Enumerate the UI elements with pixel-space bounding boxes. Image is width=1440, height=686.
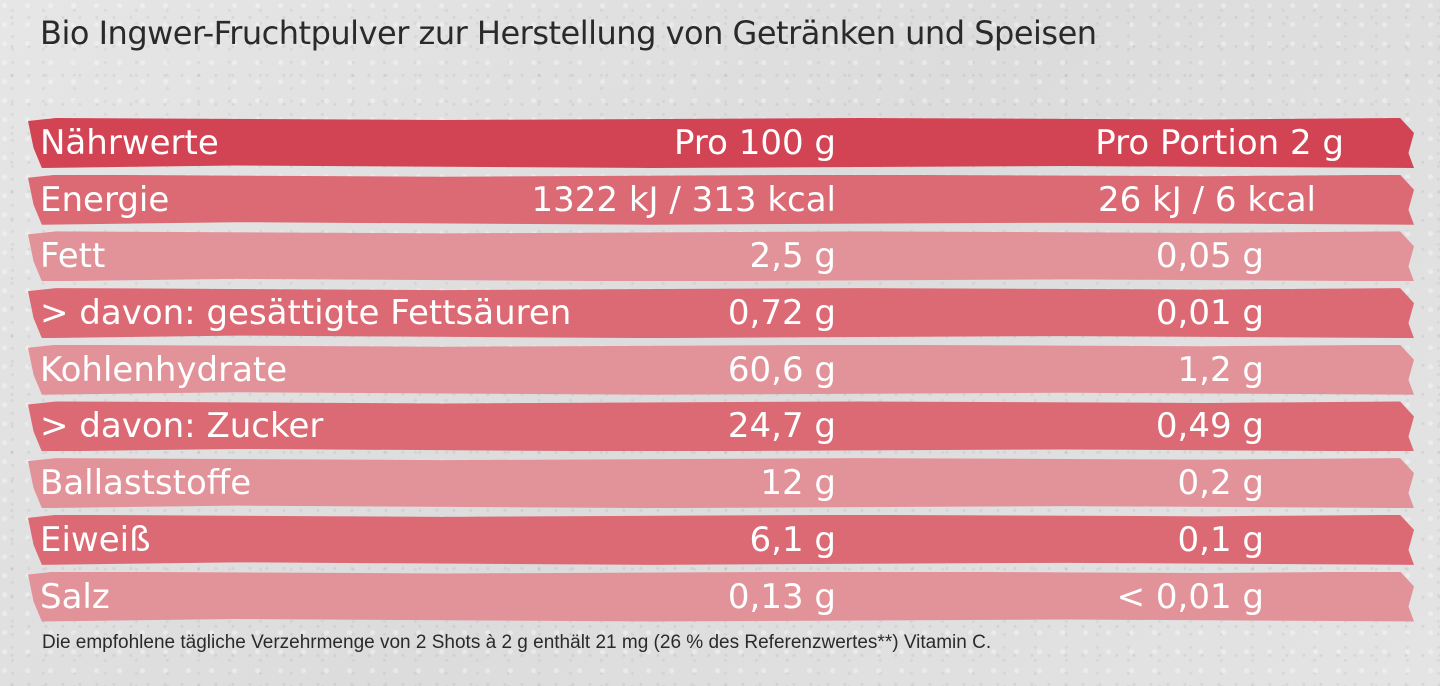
value-per-portion: 26 kJ / 6 kcal: [1098, 179, 1316, 220]
table-row: > davon: gesättigte Fettsäuren 0,72 g 0,…: [28, 288, 1414, 339]
page-title: Bio Ingwer-Fruchtpulver zur Herstellung …: [40, 14, 1097, 52]
value-per-portion: 0,01 g: [1155, 293, 1264, 334]
nutrient-label: Eiweiß: [40, 519, 151, 560]
value-per-portion: 0,1 g: [1177, 519, 1264, 560]
nutrient-label: Fett: [40, 236, 106, 277]
value-per-portion: 0,2 g: [1177, 463, 1264, 504]
table-row: > davon: Zucker 24,7 g 0,49 g: [28, 401, 1414, 452]
nutrient-label: Ballaststoffe: [40, 463, 252, 504]
value-per-100g: 12 g: [760, 463, 836, 504]
value-per-100g: 60,6 g: [727, 349, 836, 390]
table-row: Salz 0,13 g < 0,01 g: [28, 571, 1414, 622]
value-per-100g: 1322 kJ / 313 kcal: [531, 179, 837, 220]
value-per-100g: 6,1 g: [749, 519, 836, 560]
header-nutrient: Nährwerte: [40, 123, 219, 163]
nutrient-label: > davon: Zucker: [40, 406, 324, 447]
value-per-100g: 0,72 g: [727, 293, 836, 334]
value-per-100g: 2,5 g: [749, 236, 836, 277]
table-row: Kohlenhydrate 60,6 g 1,2 g: [28, 344, 1414, 395]
value-per-100g: 0,13 g: [727, 576, 836, 617]
nutrient-label: Salz: [40, 576, 110, 617]
table-row: Ballaststoffe 12 g 0,2 g: [28, 458, 1414, 509]
header-per-portion: Pro Portion 2 g: [1095, 123, 1344, 163]
table-header-row: Nährwerte Pro 100 g Pro Portion 2 g: [28, 118, 1414, 168]
nutrient-label: Energie: [40, 179, 170, 220]
value-per-100g: 24,7 g: [727, 406, 836, 447]
nutrient-label: Kohlenhydrate: [40, 349, 288, 390]
value-per-portion: 0,49 g: [1155, 406, 1264, 447]
table-row: Energie 1322 kJ / 313 kcal 26 kJ / 6 kca…: [28, 174, 1414, 225]
value-per-portion: 0,05 g: [1155, 236, 1264, 277]
value-per-portion: 1,2 g: [1177, 349, 1264, 390]
nutrition-table: Nährwerte Pro 100 g Pro Portion 2 g Ener…: [28, 118, 1414, 628]
table-row: Eiweiß 6,1 g 0,1 g: [28, 514, 1414, 565]
value-per-portion: < 0,01 g: [1116, 576, 1264, 617]
nutrient-label: > davon: gesättigte Fettsäuren: [40, 293, 572, 334]
header-per-100g: Pro 100 g: [673, 123, 836, 163]
table-row: Fett 2,5 g 0,05 g: [28, 231, 1414, 282]
footnote: Die empfohlene tägliche Verzehrmenge von…: [42, 632, 992, 653]
